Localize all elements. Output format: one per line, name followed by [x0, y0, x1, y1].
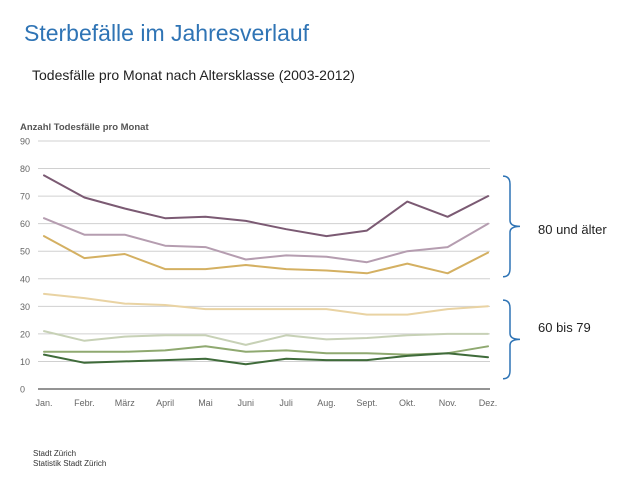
- y-tick-label: 70: [20, 192, 30, 202]
- x-tick-label: Juli: [279, 398, 293, 408]
- page-title: Sterbefälle im Jahresverlauf: [24, 20, 310, 46]
- x-tick-label: Dez.: [479, 398, 498, 408]
- series-lines: [43, 174, 489, 366]
- y-tick-label: 30: [20, 302, 30, 312]
- series-line: [43, 235, 489, 275]
- y-tick-labels: 0 10 20 30 40 50 60 70 80 90: [20, 137, 30, 395]
- y-tick-label: 60: [20, 219, 30, 229]
- x-tick-label: Okt.: [399, 398, 416, 408]
- group-bracket: [502, 175, 521, 278]
- x-tick-label: Nov.: [439, 398, 457, 408]
- footer: Stadt Zürich Statistik Stadt Zürich: [33, 449, 106, 469]
- series-line: [43, 345, 489, 356]
- x-tick-labels: Jan. Febr. März April Mai Juni Juli Aug. Sept. Ok…: [35, 398, 497, 408]
- x-tick-label: März: [115, 398, 135, 408]
- y-tick-label: 20: [20, 329, 30, 339]
- y-tick-label: 40: [20, 274, 30, 284]
- x-tick-label: April: [156, 398, 174, 408]
- series-line: [43, 217, 489, 264]
- group-label-upper: 80 und älter: [538, 222, 607, 237]
- series-line: [43, 352, 489, 366]
- y-axis-label: Anzahl Todesfälle pro Monat: [20, 122, 149, 133]
- footer-line-1: Stadt Zürich: [33, 449, 77, 458]
- series-line: [43, 174, 489, 238]
- x-tick-label: Sept.: [356, 398, 377, 408]
- y-tick-label: 90: [20, 137, 30, 147]
- x-tick-label: Jan.: [35, 398, 52, 408]
- y-tick-label: 80: [20, 164, 30, 174]
- y-tick-label: 50: [20, 247, 30, 257]
- x-tick-label: Juni: [238, 398, 255, 408]
- group-brackets: [502, 175, 521, 380]
- x-tick-label: Febr.: [74, 398, 95, 408]
- group-bracket: [502, 299, 521, 380]
- y-tick-label: 0: [20, 385, 25, 395]
- group-label-lower: 60 bis 79: [538, 320, 591, 335]
- y-tick-label: 10: [20, 357, 30, 367]
- x-tick-label: Aug.: [317, 398, 336, 408]
- footer-line-2: Statistik Stadt Zürich: [33, 459, 107, 468]
- series-line: [43, 292, 489, 316]
- page-subtitle: Todesfälle pro Monat nach Altersklasse (…: [32, 67, 355, 83]
- x-tick-label: Mai: [198, 398, 213, 408]
- series-line: [43, 330, 489, 346]
